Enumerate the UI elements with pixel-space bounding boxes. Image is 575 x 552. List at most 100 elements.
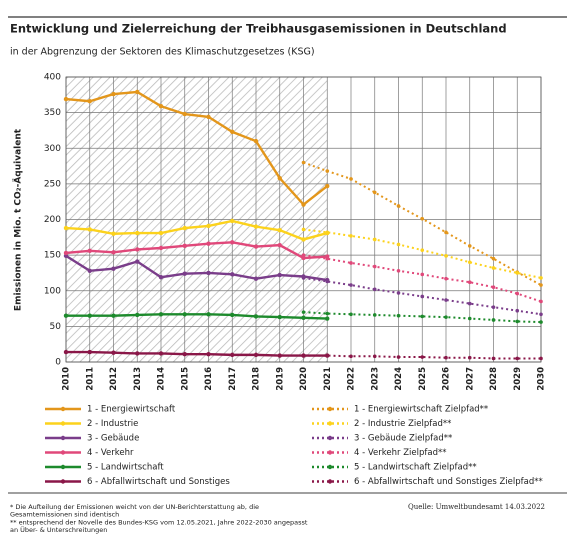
point bbox=[420, 314, 425, 319]
series-line bbox=[65, 254, 328, 282]
point bbox=[158, 351, 164, 356]
x-tick-label: 2017 bbox=[228, 367, 238, 391]
point bbox=[444, 276, 448, 281]
point bbox=[135, 351, 140, 356]
point bbox=[63, 349, 69, 355]
point bbox=[301, 202, 306, 207]
point bbox=[111, 91, 116, 97]
point bbox=[539, 312, 543, 317]
point bbox=[230, 312, 235, 318]
point bbox=[349, 261, 353, 265]
legend-label: 1 - Energiewirtschaft Zielpfad** bbox=[354, 405, 488, 415]
point bbox=[253, 314, 259, 319]
plot-frame bbox=[65, 76, 542, 363]
point bbox=[277, 227, 282, 233]
legend-label: 6 - Abfallwirtschaft und Sonstiges bbox=[87, 477, 230, 487]
point bbox=[301, 227, 306, 232]
point bbox=[325, 316, 330, 321]
y-axis-label: Emissionen in Mio. t CO₂-Äquivalent bbox=[13, 128, 24, 311]
point bbox=[372, 190, 377, 195]
x-tick-label: 2024 bbox=[394, 367, 404, 391]
point bbox=[135, 230, 140, 236]
point bbox=[301, 253, 306, 257]
legend-label: 3 - Gebäude bbox=[87, 434, 139, 444]
legend-marker bbox=[327, 450, 333, 455]
point bbox=[325, 279, 330, 284]
legend-label: 3 - Gebäude Zielpfad** bbox=[354, 434, 452, 444]
chart-subtitle: in der Abgrenzung der Sektoren des Klima… bbox=[10, 47, 315, 58]
x-tick-label: 2012 bbox=[109, 367, 119, 391]
point bbox=[182, 225, 187, 231]
point bbox=[444, 254, 448, 258]
footnote: an Über- & Unterschreitungen bbox=[10, 525, 107, 534]
point bbox=[301, 353, 306, 358]
x-tick-label: 2023 bbox=[370, 367, 380, 391]
legend-marker bbox=[327, 406, 333, 412]
point bbox=[277, 314, 282, 320]
point bbox=[444, 315, 448, 319]
legend-label: 4 - Verkehr Zielpfad** bbox=[354, 448, 446, 458]
point bbox=[325, 183, 330, 189]
x-tick-label: 2014 bbox=[157, 367, 167, 391]
point bbox=[491, 305, 496, 309]
legend-label: 2 - Industrie Zielpfad** bbox=[354, 419, 451, 429]
x-tick-label: 2021 bbox=[323, 367, 333, 391]
y-tick-label: 100 bbox=[44, 286, 61, 296]
point bbox=[491, 266, 496, 270]
point bbox=[396, 204, 401, 208]
legend-label: 6 - Abfallwirtschaft und Sonstiges Zielp… bbox=[354, 477, 543, 487]
x-tick-label: 2010 bbox=[62, 367, 72, 391]
point bbox=[539, 283, 543, 287]
point bbox=[206, 241, 211, 246]
point bbox=[444, 298, 448, 302]
x-tick-label: 2025 bbox=[418, 367, 428, 391]
x-tick-label: 2027 bbox=[465, 367, 475, 391]
x-tick-label: 2022 bbox=[347, 367, 357, 391]
x-tick-label: 2011 bbox=[85, 367, 95, 391]
point bbox=[87, 227, 92, 232]
point bbox=[396, 269, 401, 273]
point bbox=[230, 272, 235, 277]
point bbox=[87, 99, 92, 104]
point bbox=[420, 355, 425, 359]
point bbox=[444, 230, 448, 235]
point bbox=[539, 276, 543, 280]
point bbox=[63, 250, 69, 256]
source: Quelle: Umweltbundesamt 14.03.2022 bbox=[408, 503, 545, 511]
point bbox=[444, 355, 448, 360]
legend-marker bbox=[327, 464, 333, 470]
point bbox=[158, 312, 164, 317]
point bbox=[182, 351, 187, 357]
x-tick-label: 2013 bbox=[133, 367, 143, 391]
point bbox=[349, 354, 353, 359]
footnote: * Die Aufteilung der Emissionen weicht v… bbox=[10, 503, 259, 511]
point bbox=[111, 266, 116, 271]
point bbox=[182, 111, 187, 117]
y-tick-label: 250 bbox=[44, 179, 61, 189]
point bbox=[515, 271, 520, 275]
point bbox=[420, 248, 425, 252]
x-tick-label: 2020 bbox=[299, 367, 309, 391]
point bbox=[396, 291, 401, 295]
point bbox=[515, 356, 520, 361]
point bbox=[158, 230, 164, 236]
point bbox=[372, 264, 377, 269]
point bbox=[63, 96, 69, 102]
point bbox=[349, 312, 353, 317]
legend-marker bbox=[60, 435, 66, 441]
point bbox=[467, 316, 472, 321]
series-line bbox=[65, 90, 328, 207]
point bbox=[206, 223, 211, 229]
point bbox=[491, 356, 496, 361]
point bbox=[515, 319, 520, 324]
point bbox=[111, 250, 116, 255]
y-tick-label: 0 bbox=[55, 358, 61, 368]
point bbox=[349, 177, 353, 181]
point bbox=[87, 349, 92, 355]
footnote: Gesamtemissionen sind identisch bbox=[10, 511, 119, 519]
point bbox=[372, 313, 377, 317]
chart-title: Entwicklung und Zielerreichung der Treib… bbox=[10, 22, 507, 36]
legend-label: 2 - Industrie bbox=[87, 419, 138, 429]
x-tick-label: 2030 bbox=[537, 367, 547, 391]
point bbox=[420, 272, 425, 277]
